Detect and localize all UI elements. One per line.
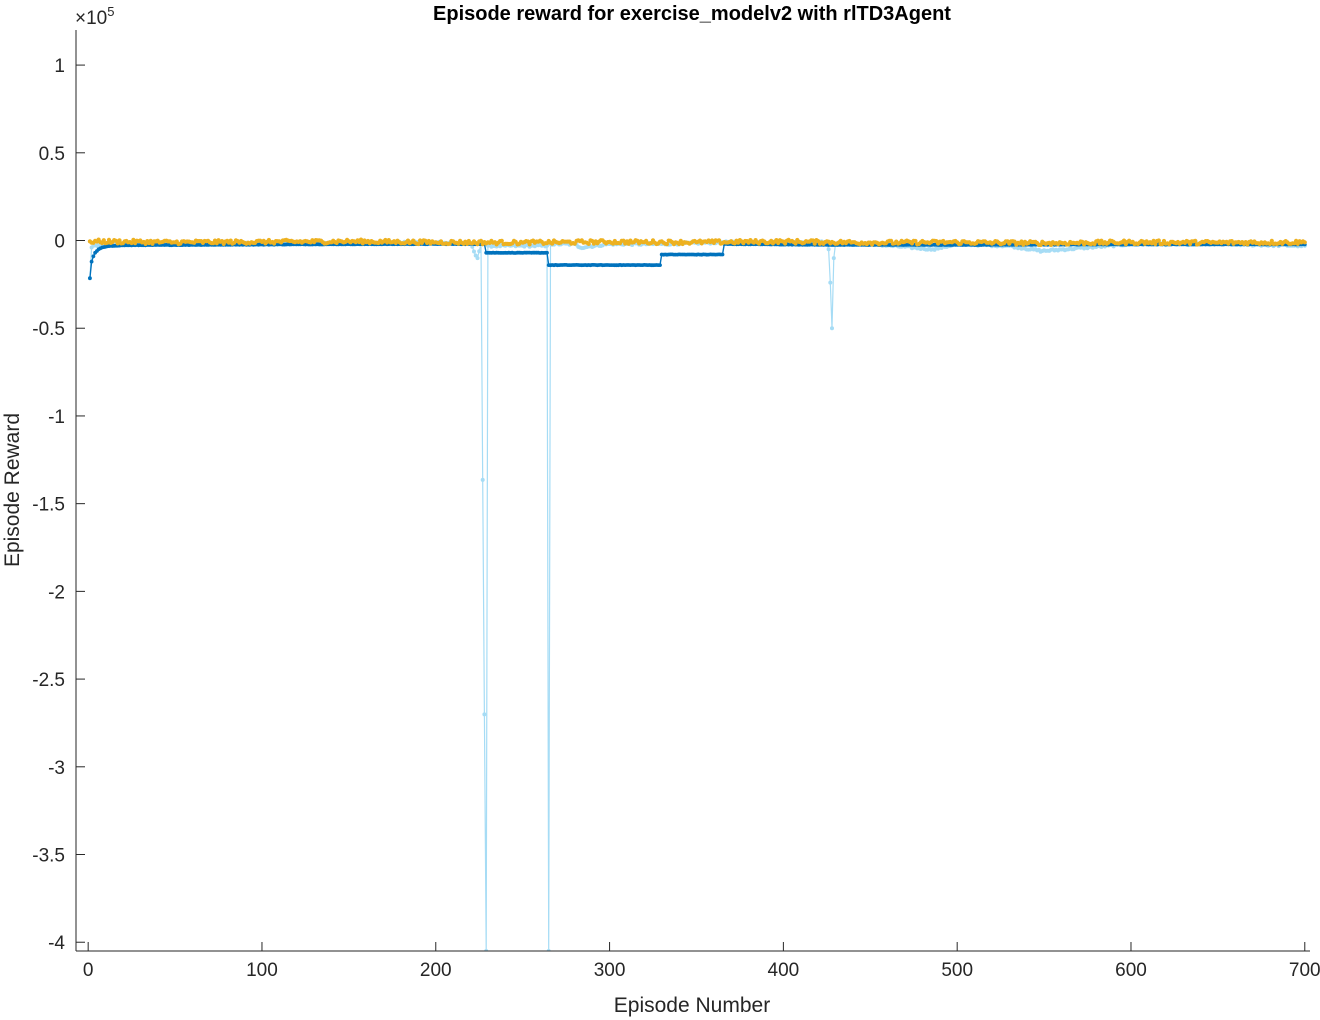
y-tick-label: 1 bbox=[54, 56, 65, 77]
episode-q0-point bbox=[678, 238, 683, 243]
x-tick-label: 300 bbox=[594, 960, 626, 981]
episode-q0-point bbox=[626, 241, 631, 246]
x-tick-label: 500 bbox=[941, 960, 973, 981]
average-reward-point bbox=[88, 276, 92, 281]
y-tick-label: -1.5 bbox=[32, 495, 65, 516]
y-tick-label: -2.5 bbox=[32, 670, 65, 691]
episode-q0-point bbox=[550, 241, 555, 246]
y-axis-exponent-base: ×10 bbox=[75, 8, 107, 29]
episode-q0-point bbox=[1038, 242, 1043, 248]
axes: 0 100 200 300 400 500 600 700 1 0.5 0 -0.5 -1 -1.5 -2 -… bbox=[32, 30, 1320, 981]
episode-reward-point bbox=[826, 247, 831, 252]
episode-q0-point bbox=[810, 238, 816, 243]
episode-reward-point bbox=[828, 280, 833, 285]
episode-q0-point bbox=[1019, 239, 1024, 244]
episode-q0-point bbox=[358, 237, 364, 242]
episode-q0-point bbox=[812, 241, 817, 246]
episode-q0-point bbox=[1267, 241, 1273, 247]
episode-q0-point bbox=[1151, 238, 1156, 243]
episode-q0-point bbox=[717, 238, 722, 243]
y-axis-exponent-power: 5 bbox=[107, 4, 114, 19]
x-tick-label: 0 bbox=[83, 960, 94, 981]
average-reward-point bbox=[545, 250, 549, 255]
average-reward-point bbox=[89, 259, 94, 264]
x-tick-label: 200 bbox=[420, 960, 452, 981]
episode-q0-point bbox=[586, 241, 591, 246]
episode-reward-point bbox=[475, 256, 480, 261]
y-tick-label: 0 bbox=[54, 232, 65, 253]
episode-q0-point bbox=[527, 242, 532, 247]
episode-q0-point bbox=[1156, 238, 1161, 243]
episode-q0-point bbox=[677, 241, 682, 247]
episode-reward-point bbox=[472, 249, 476, 254]
x-tick-label: 700 bbox=[1289, 960, 1320, 981]
x-tick-label: 600 bbox=[1115, 960, 1147, 981]
y-axis-label: Episode Reward bbox=[1, 413, 24, 567]
x-tick-label: 400 bbox=[768, 960, 800, 981]
episode-q0-series bbox=[87, 237, 1307, 248]
episode-q0-point bbox=[1012, 239, 1017, 244]
episode-q0-point bbox=[478, 238, 484, 243]
y-axis-exponent: ×105 bbox=[75, 4, 114, 29]
y-tick-label: -1 bbox=[48, 407, 65, 428]
episode-q0-point bbox=[499, 238, 504, 243]
y-tick-label: -3 bbox=[48, 758, 65, 779]
x-axis-label: Episode Number bbox=[614, 994, 770, 1017]
episode-reward-point bbox=[830, 326, 834, 331]
average-reward-point bbox=[658, 263, 662, 267]
average-reward-point bbox=[91, 254, 96, 259]
episode-q0-point bbox=[214, 241, 219, 246]
average-reward-point bbox=[720, 252, 725, 257]
episode-q0-point bbox=[1193, 238, 1198, 243]
y-tick-label: -3.5 bbox=[32, 846, 65, 867]
episode-q0-point bbox=[793, 241, 798, 246]
x-tick-label: 100 bbox=[246, 960, 278, 981]
episode-q0-point bbox=[228, 238, 233, 243]
y-tick-label: -4 bbox=[48, 933, 65, 954]
episode-q0-point bbox=[129, 240, 134, 246]
plot-area bbox=[87, 237, 1307, 951]
y-tick-label: 0.5 bbox=[39, 144, 65, 165]
episode-q0-point bbox=[1302, 240, 1307, 245]
episode-q0-point bbox=[664, 242, 670, 247]
episode-q0-point bbox=[416, 241, 421, 247]
y-tick-label: -2 bbox=[48, 582, 65, 603]
episode-q0-point bbox=[131, 237, 136, 242]
episode-reward-point bbox=[477, 249, 482, 254]
episode-reward-point bbox=[482, 712, 487, 717]
y-tick-label: -0.5 bbox=[32, 319, 65, 340]
chart-title: Episode reward for exercise_modelv2 with… bbox=[433, 3, 951, 25]
episode-q0-point bbox=[1121, 238, 1127, 243]
episode-reward-point bbox=[831, 256, 836, 261]
episode-reward-point bbox=[480, 477, 485, 482]
episode-q0-point bbox=[913, 238, 918, 244]
